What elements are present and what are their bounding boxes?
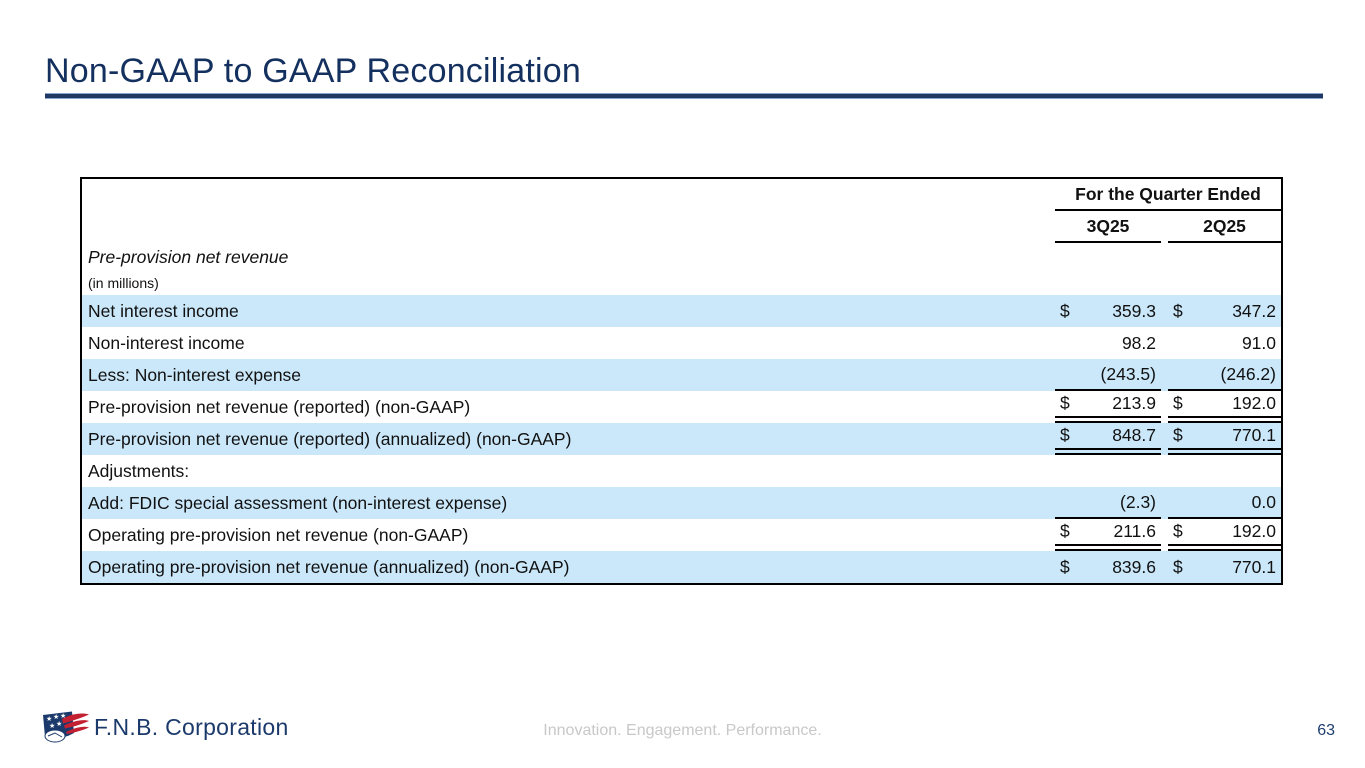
table-row: Pre-provision net revenue (reported) (an…: [82, 423, 1281, 455]
value-cell-3q25: (2.3): [1055, 487, 1161, 519]
svg-text:★: ★: [53, 713, 59, 721]
svg-text:★: ★: [56, 720, 62, 728]
value: 213.9: [1112, 393, 1156, 413]
title-divider: [45, 93, 1323, 99]
page-number: 63: [1317, 722, 1335, 739]
value: (243.5): [1100, 363, 1156, 384]
value-cell-2q25: $192.0: [1168, 391, 1281, 423]
page-title: Non-GAAP to GAAP Reconciliation: [45, 52, 581, 90]
column-gap: [1161, 423, 1168, 455]
fnb-flag-icon: ★ ★ ★ ★ ★: [43, 711, 89, 743]
value-cell-3q25: (243.5): [1055, 359, 1161, 391]
footer-tagline: Innovation. Engagement. Performance.: [543, 722, 822, 739]
currency-symbol: $: [1060, 556, 1070, 577]
table-row: Add: FDIC special assessment (non-intere…: [82, 487, 1281, 519]
value: 211.6: [1113, 521, 1157, 541]
value: 839.6: [1112, 556, 1156, 577]
currency-symbol: $: [1173, 393, 1183, 413]
column-header-2q25: 2Q25: [1168, 211, 1281, 243]
column-gap: [1161, 487, 1168, 519]
value-cell-2q25: $770.1: [1168, 551, 1281, 583]
value-cell-2q25: $770.1: [1168, 423, 1281, 455]
row-label: Operating pre-provision net revenue (ann…: [88, 556, 570, 577]
table-header-columns-row: 3Q25 2Q25: [82, 211, 1281, 243]
currency-symbol: $: [1060, 425, 1070, 445]
table-row: Net interest income $359.3 $347.2: [82, 295, 1281, 327]
table-row: Non-interest income 98.2 91.0: [82, 327, 1281, 359]
value: 770.1: [1232, 425, 1276, 445]
value-cell-3q25: $213.9: [1055, 391, 1161, 423]
column-gap: [1161, 455, 1168, 487]
row-label: Operating pre-provision net revenue (non…: [88, 524, 469, 545]
currency-symbol: $: [1173, 556, 1183, 577]
value-cell-2q25: $192.0: [1168, 519, 1281, 551]
value: 192.0: [1232, 521, 1276, 541]
currency-symbol: $: [1173, 300, 1183, 321]
value: 0.0: [1251, 491, 1276, 512]
column-gap: [1161, 519, 1168, 551]
value-cell-2q25: $347.2: [1168, 295, 1281, 327]
value-cell-3q25: $848.7: [1055, 423, 1161, 455]
table-row: Adjustments:: [82, 455, 1281, 487]
currency-symbol: $: [1060, 393, 1070, 413]
reconciliation-table: For the Quarter Ended 3Q25 2Q25 Pre-prov…: [80, 177, 1283, 585]
value-cell-3q25: $839.6: [1055, 551, 1161, 583]
value: (246.2): [1220, 363, 1276, 384]
currency-symbol: $: [1173, 521, 1183, 541]
svg-text:★: ★: [46, 715, 52, 723]
section-title-row: Pre-provision net revenue: [82, 243, 1281, 271]
row-label: Add: FDIC special assessment (non-intere…: [88, 492, 508, 513]
value-cell-2q25: 91.0: [1168, 327, 1281, 359]
column-gap: [1161, 295, 1168, 327]
value: 359.3: [1112, 300, 1156, 321]
svg-text:★: ★: [49, 722, 55, 730]
currency-symbol: $: [1060, 300, 1070, 321]
row-label: Pre-provision net revenue (reported) (an…: [88, 428, 572, 449]
column-gap: [1161, 211, 1168, 243]
section-subtitle: (in millions): [88, 275, 159, 291]
row-label: Pre-provision net revenue (reported) (no…: [88, 396, 471, 417]
svg-text:★: ★: [60, 712, 66, 720]
value: 192.0: [1232, 393, 1276, 413]
currency-symbol: $: [1060, 521, 1070, 541]
value-cell-3q25: $211.6: [1055, 519, 1161, 551]
section-title: Pre-provision net revenue: [88, 246, 289, 267]
value-cell-3q25: [1055, 455, 1161, 487]
table-header-group-row: For the Quarter Ended: [82, 179, 1281, 211]
column-gap: [1161, 391, 1168, 423]
header-group-label: For the Quarter Ended: [1055, 179, 1281, 211]
table-row: Pre-provision net revenue (reported) (no…: [82, 391, 1281, 423]
table-row: Less: Non-interest expense (243.5) (246.…: [82, 359, 1281, 391]
company-name: F.N.B. Corporation: [94, 713, 289, 740]
row-label: Non-interest income: [88, 332, 245, 353]
column-header-3q25: 3Q25: [1055, 211, 1161, 243]
table-row: Operating pre-provision net revenue (ann…: [82, 551, 1281, 583]
table-row: Operating pre-provision net revenue (non…: [82, 519, 1281, 551]
value: 91.0: [1241, 332, 1276, 353]
value-cell-3q25: $359.3: [1055, 295, 1161, 327]
value: 347.2: [1232, 300, 1276, 321]
value: 770.1: [1232, 556, 1276, 577]
row-label: Net interest income: [88, 300, 239, 321]
column-gap: [1161, 359, 1168, 391]
column-gap: [1161, 551, 1168, 583]
header-spacer: [82, 179, 1055, 211]
section-subtitle-row: (in millions): [82, 271, 1281, 295]
value-cell-2q25: [1168, 455, 1281, 487]
currency-symbol: $: [1173, 425, 1183, 445]
value-cell-2q25: (246.2): [1168, 359, 1281, 391]
value: 848.7: [1112, 425, 1156, 445]
row-label: Adjustments:: [88, 460, 190, 481]
value: 98.2: [1121, 332, 1156, 353]
value-cell-2q25: 0.0: [1168, 487, 1281, 519]
company-logo: ★ ★ ★ ★ ★ F.N.B. Corporation: [42, 710, 289, 744]
value: (2.3): [1120, 491, 1156, 512]
header-spacer: [82, 211, 1055, 243]
column-gap: [1161, 327, 1168, 359]
value-cell-3q25: 98.2: [1055, 327, 1161, 359]
row-label: Less: Non-interest expense: [88, 364, 302, 385]
